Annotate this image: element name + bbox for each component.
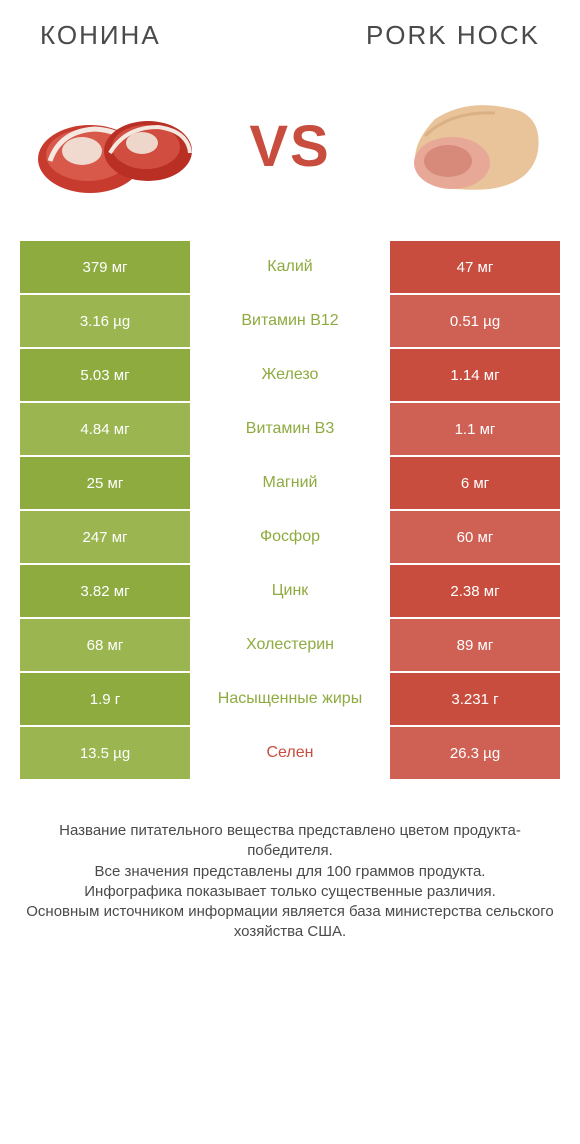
value-left: 247 мг <box>20 511 190 563</box>
nutrient-label: Насыщенные жиры <box>190 673 390 725</box>
comparison-table: 379 мгКалий47 мг3.16 µgВитамин B120.51 µ… <box>20 241 560 779</box>
nutrient-label: Холестерин <box>190 619 390 671</box>
value-left: 3.16 µg <box>20 295 190 347</box>
footer-line: Основным источником информации является … <box>20 902 560 943</box>
value-right: 47 мг <box>390 241 560 293</box>
value-left: 68 мг <box>20 619 190 671</box>
hero: VS <box>0 61 580 241</box>
nutrient-label: Фосфор <box>190 511 390 563</box>
value-left: 13.5 µg <box>20 727 190 779</box>
value-right: 6 мг <box>390 457 560 509</box>
nutrient-label: Витамин B12 <box>190 295 390 347</box>
table-row: 4.84 мгВитамин B31.1 мг <box>20 403 560 455</box>
value-left: 3.82 мг <box>20 565 190 617</box>
table-row: 5.03 мгЖелезо1.14 мг <box>20 349 560 401</box>
table-row: 1.9 гНасыщенные жиры3.231 г <box>20 673 560 725</box>
header: КОНИНА PORK HOCK <box>0 0 580 61</box>
value-right: 60 мг <box>390 511 560 563</box>
nutrient-label: Цинк <box>190 565 390 617</box>
value-right: 89 мг <box>390 619 560 671</box>
footer-line: Название питательного вещества представл… <box>20 821 560 862</box>
footer-line: Инфографика показывает только существенн… <box>20 882 560 902</box>
title-right: PORK HOCK <box>366 20 540 51</box>
nutrient-label: Магний <box>190 457 390 509</box>
table-row: 13.5 µgСелен26.3 µg <box>20 727 560 779</box>
nutrient-label: Калий <box>190 241 390 293</box>
value-right: 0.51 µg <box>390 295 560 347</box>
value-right: 1.1 мг <box>390 403 560 455</box>
value-right: 2.38 мг <box>390 565 560 617</box>
vs-label: VS <box>249 113 330 180</box>
table-row: 68 мгХолестерин89 мг <box>20 619 560 671</box>
value-right: 3.231 г <box>390 673 560 725</box>
nutrient-label: Селен <box>190 727 390 779</box>
food-image-left <box>30 81 200 211</box>
value-left: 379 мг <box>20 241 190 293</box>
table-row: 3.16 µgВитамин B120.51 µg <box>20 295 560 347</box>
value-left: 4.84 мг <box>20 403 190 455</box>
nutrient-label: Витамин B3 <box>190 403 390 455</box>
title-left: КОНИНА <box>40 20 161 51</box>
value-left: 5.03 мг <box>20 349 190 401</box>
table-row: 379 мгКалий47 мг <box>20 241 560 293</box>
value-right: 1.14 мг <box>390 349 560 401</box>
table-row: 25 мгМагний6 мг <box>20 457 560 509</box>
table-row: 247 мгФосфор60 мг <box>20 511 560 563</box>
footer-note: Название питательного вещества представл… <box>0 781 580 943</box>
food-image-right <box>380 81 550 211</box>
nutrient-label: Железо <box>190 349 390 401</box>
value-left: 25 мг <box>20 457 190 509</box>
footer-line: Все значения представлены для 100 граммо… <box>20 862 560 882</box>
value-right: 26.3 µg <box>390 727 560 779</box>
value-left: 1.9 г <box>20 673 190 725</box>
table-row: 3.82 мгЦинк2.38 мг <box>20 565 560 617</box>
